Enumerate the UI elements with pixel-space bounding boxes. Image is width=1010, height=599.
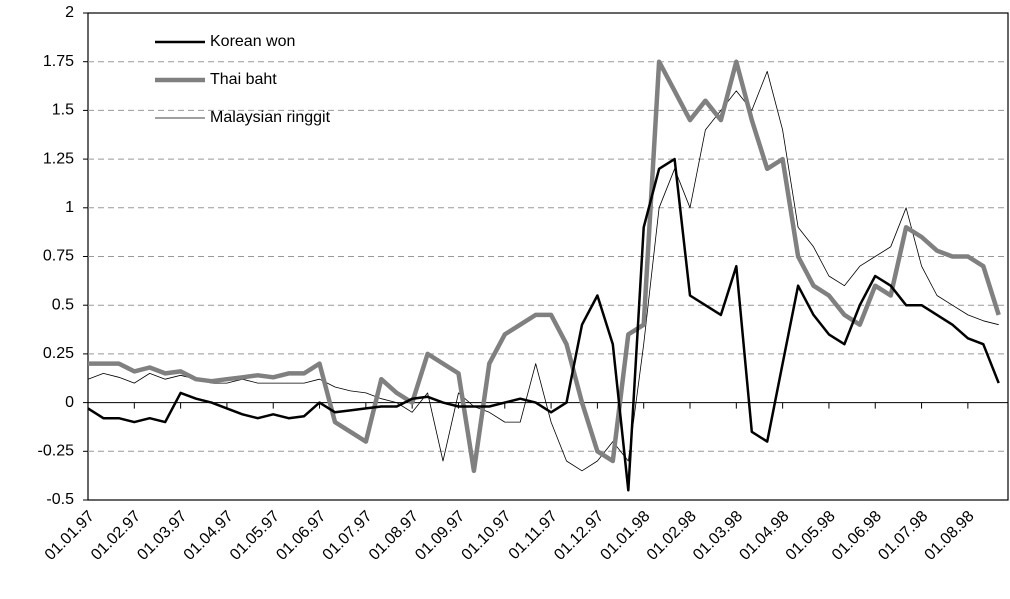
x-tick-label: 01.05.98 bbox=[783, 508, 839, 564]
x-tick-label: 01.01.97 bbox=[42, 508, 98, 564]
x-tick-label: 01.08.98 bbox=[922, 508, 978, 564]
y-tick-label: 1 bbox=[65, 199, 74, 216]
x-tick-label: 01.02.98 bbox=[644, 508, 700, 564]
x-tick-label: 01.02.97 bbox=[88, 508, 144, 564]
legend-label: Thai baht bbox=[210, 71, 277, 88]
y-tick-label: 2 bbox=[65, 4, 74, 21]
y-tick-label: -0.25 bbox=[38, 443, 75, 460]
x-tick-label: 01.01.98 bbox=[597, 508, 653, 564]
x-tick-label: 01.03.97 bbox=[134, 508, 190, 564]
x-tick-label: 01.06.97 bbox=[273, 508, 329, 564]
y-tick-label: 1.75 bbox=[43, 53, 74, 70]
x-tick-label: 01.07.98 bbox=[875, 508, 931, 564]
series-line bbox=[87, 157, 1000, 492]
y-tick-label: 1.5 bbox=[52, 102, 74, 119]
y-tick-label: 0.5 bbox=[52, 296, 74, 313]
x-tick-label: 01.12.97 bbox=[551, 508, 607, 564]
x-tick-label: 01.07.97 bbox=[320, 508, 376, 564]
y-tick-label: 1.25 bbox=[43, 150, 74, 167]
x-tick-label: 01.10.97 bbox=[459, 508, 515, 564]
legend-label: Korean won bbox=[210, 33, 295, 50]
legend-label: Malaysian ringgit bbox=[210, 109, 331, 126]
x-tick-label: 01.08.97 bbox=[366, 508, 422, 564]
x-tick-label: 01.03.98 bbox=[690, 508, 746, 564]
x-tick-label: 01.09.97 bbox=[412, 508, 468, 564]
y-tick-label: 0.25 bbox=[43, 345, 74, 362]
y-tick-label: -0.5 bbox=[46, 491, 74, 508]
series-line bbox=[88, 59, 1001, 474]
y-tick-label: 0.75 bbox=[43, 248, 74, 265]
y-tick-label: 0 bbox=[65, 394, 74, 411]
x-tick-label: 01.06.98 bbox=[829, 508, 885, 564]
x-tick-label: 01.05.97 bbox=[227, 508, 283, 564]
series-line bbox=[87, 71, 999, 472]
x-tick-label: 01.04.97 bbox=[181, 508, 237, 564]
x-tick-label: 01.04.98 bbox=[736, 508, 792, 564]
